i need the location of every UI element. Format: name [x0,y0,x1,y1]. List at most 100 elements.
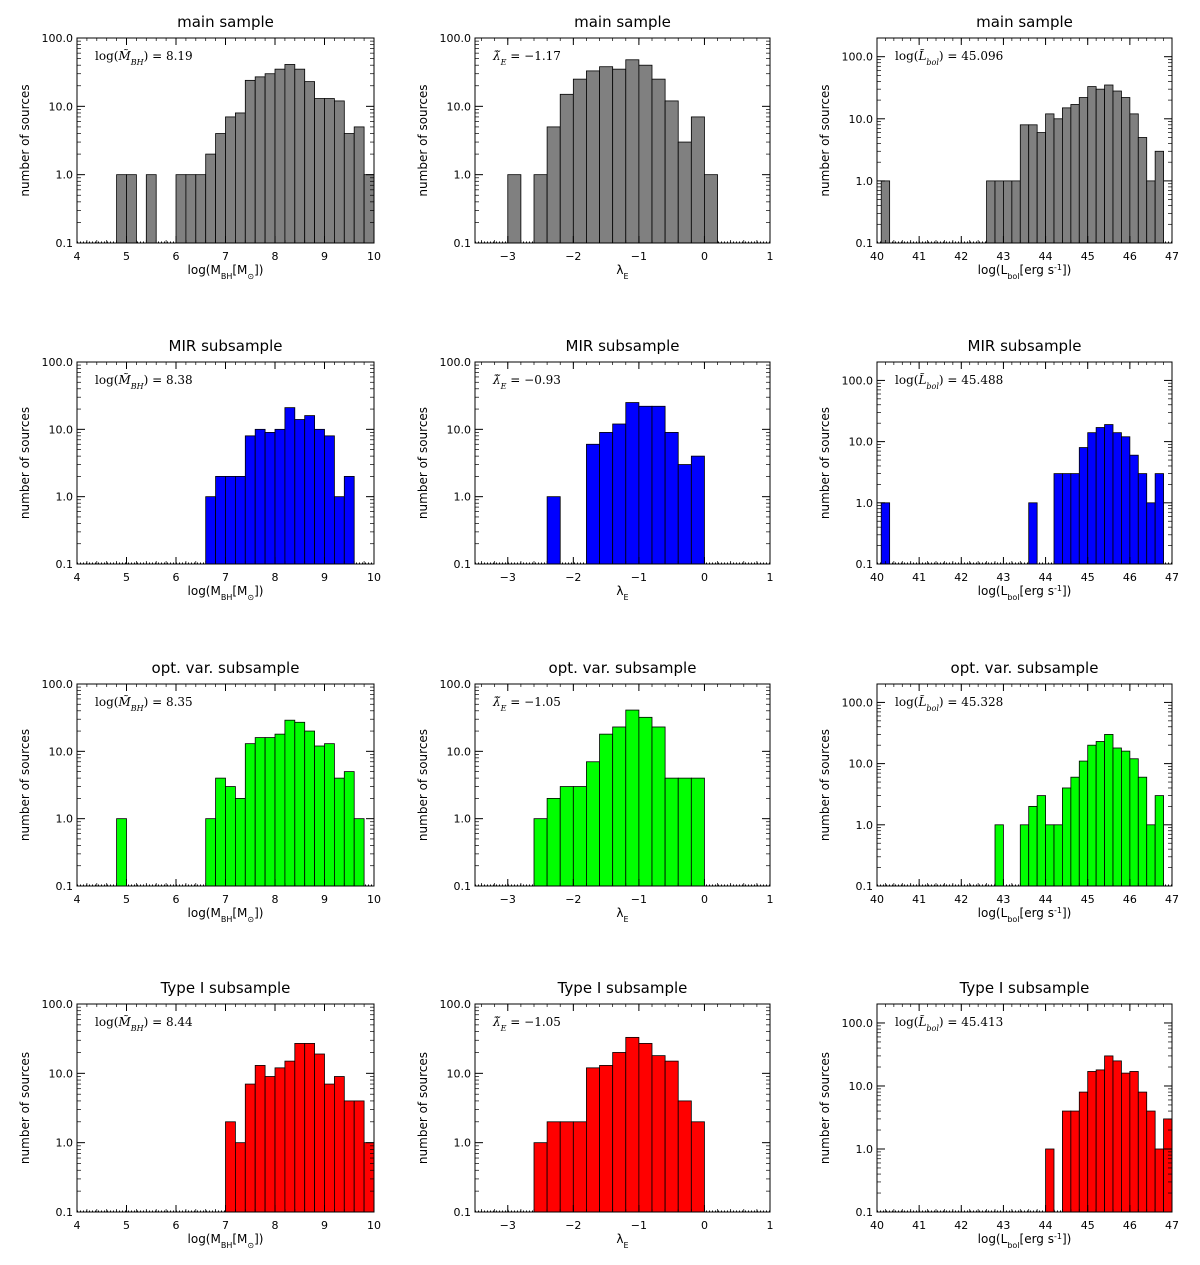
y-tick-label: 0.1 [56,558,74,571]
y-axis-label: number of sources [818,729,832,841]
histogram-bar [677,1100,692,1213]
panel-title: main sample [574,13,671,31]
histogram-bar [225,1121,236,1213]
histogram-bar [274,1067,286,1213]
x-tick-label: 45 [1081,1219,1095,1232]
x-tick-label: 46 [1123,250,1137,263]
histogram-bar [175,174,187,244]
histogram-bar [1070,776,1080,887]
median-annotation: λ̃E = −1.17 [492,49,561,67]
x-tick-label: 41 [912,1219,926,1232]
histogram-bar [690,116,705,244]
histogram-bar [314,98,325,244]
x-axis-label: λE [616,263,628,281]
plot-frame [474,361,771,565]
histogram-bar [507,174,522,244]
panel-title: MIR subsample [169,337,283,355]
y-tick-label: 100.0 [440,32,472,45]
y-tick-label: 10.0 [49,745,74,758]
histogram-panel: Type I subsample 4 5 6 7 8 9 10 0.1 1.0 10.0 100.0 n… [18,979,381,1250]
x-axis-label: log(Lbol[erg s-1]) [978,1232,1072,1250]
histogram-bar [994,824,1004,887]
histogram-bar [254,76,266,244]
y-tick-label: 1.0 [454,813,472,826]
histogram-bar [284,64,296,244]
histogram-bar [651,726,666,887]
histogram-bar [1112,432,1122,565]
histogram-bar [625,709,640,887]
histogram-bar [1087,86,1097,244]
x-tick-label: −2 [565,571,581,584]
histogram-bar [1146,824,1156,887]
histogram-bar [1095,1069,1105,1213]
histogram-bar [333,100,345,244]
panel-title: Type I subsample [557,979,688,997]
histogram-panel: MIR subsample 40 41 42 43 44 45 46 47 0.1 1.0 10.0 1… [818,337,1179,602]
histogram-bar [625,1036,640,1213]
plot-frame [474,37,771,244]
x-axis-label: log(Lbol[erg s-1]) [978,906,1072,924]
histogram-bar [294,721,306,887]
plot-frame [876,37,1173,244]
histogram-bar [234,1142,246,1213]
y-tick-label: 0.1 [856,237,874,250]
x-tick-label: 8 [272,893,279,906]
median-annotation: λ̃E = −1.05 [492,695,561,713]
y-tick-label: 100.0 [42,32,74,45]
histogram-bar [1121,436,1131,565]
histogram-bar [1053,118,1063,244]
histogram-bar [638,1043,653,1213]
histogram-bar [1163,1118,1173,1213]
y-tick-label: 1.0 [856,175,874,188]
panel-title: MIR subsample [968,337,1082,355]
y-tick-label: 100.0 [440,356,472,369]
x-tick-label: 7 [222,893,229,906]
x-tick-label: 10 [367,571,381,584]
y-tick-label: 100.0 [42,998,74,1011]
histogram-bar [343,771,355,887]
y-tick-label: 1.0 [454,491,472,504]
histogram-bar [559,786,574,887]
histogram-bar [664,777,679,887]
x-tick-label: 6 [173,893,180,906]
x-tick-label: 9 [321,1219,328,1232]
y-axis-label: number of sources [416,407,430,519]
x-tick-label: −3 [500,250,516,263]
histogram-bar [264,73,276,244]
histogram-bar [664,100,679,244]
histogram-bar [205,818,216,887]
histogram-bar [274,428,286,565]
y-axis-label: number of sources [416,1052,430,1164]
median-annotation: log(L̃bol) = 45.488 [895,372,1003,391]
histogram-bar [234,112,246,244]
histogram-bar [304,1043,316,1213]
histogram-bar [1146,502,1156,565]
x-tick-label: 0 [701,1219,708,1232]
histogram-bar [1045,1148,1055,1213]
histogram-bar [1078,1091,1089,1213]
median-annotation: log(L̃bol) = 45.413 [895,1014,1003,1033]
histogram-bar [1087,744,1097,887]
x-tick-label: 1 [767,250,774,263]
histogram-bar [343,475,355,565]
x-tick-label: 1 [767,1219,774,1232]
x-axis-label: log(MBH[M⊙]) [188,584,264,602]
histogram-bar [234,475,246,565]
x-tick-label: 44 [1039,571,1053,584]
histogram-bar [284,1060,296,1213]
median-annotation: log(M̃BH) = 8.19 [95,48,193,67]
x-tick-label: 4 [74,250,81,263]
x-tick-label: −1 [631,571,647,584]
x-tick-label: −1 [631,893,647,906]
x-tick-label: 47 [1165,893,1179,906]
panel-title: main sample [976,13,1073,31]
histogram-bar [1112,747,1122,887]
histogram-bar [1112,90,1122,244]
histogram-bar [1137,776,1148,887]
histogram-bar [599,66,614,244]
histogram-bar [880,180,891,244]
histogram-bar [1154,150,1164,244]
histogram-bar [1104,84,1114,244]
x-axis-label: log(MBH[M⊙]) [188,906,264,924]
x-tick-label: 40 [870,571,884,584]
